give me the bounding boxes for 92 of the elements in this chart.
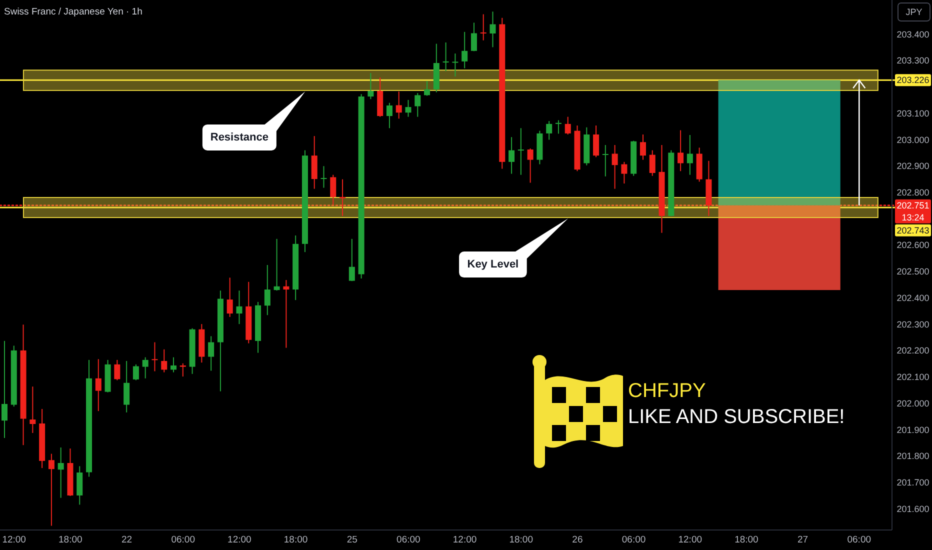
candlestick xyxy=(283,280,290,348)
ref-line-label: 202.743 xyxy=(896,225,930,236)
x-tick-label: 12:00 xyxy=(452,534,477,546)
candlestick xyxy=(396,91,402,120)
candlestick xyxy=(226,277,233,318)
x-tick-label: 12:00 xyxy=(228,534,252,546)
candlestick xyxy=(546,120,552,140)
candlestick xyxy=(414,92,421,118)
candlestick xyxy=(30,386,36,434)
candlestick xyxy=(58,446,64,498)
y-tick-label: 203.000 xyxy=(896,134,930,145)
candlestick xyxy=(320,166,327,188)
candlestick xyxy=(170,356,177,373)
x-tick-label: 06:00 xyxy=(171,534,195,546)
ref-line-label: 202.751 xyxy=(896,200,930,210)
y-tick-label: 202.400 xyxy=(896,292,930,303)
candlestick xyxy=(424,80,430,96)
candlestick xyxy=(686,134,693,176)
candlestick xyxy=(452,53,458,77)
candlestick xyxy=(142,356,148,379)
x-tick-label: 06:00 xyxy=(847,534,872,546)
candlestick xyxy=(612,144,618,190)
x-tick-label: 27 xyxy=(798,534,808,546)
candlestick xyxy=(442,42,449,72)
candlestick xyxy=(593,125,600,158)
candlestick xyxy=(470,22,477,52)
candlestick xyxy=(264,264,270,316)
y-tick-label: 202.100 xyxy=(896,372,930,382)
candlestick xyxy=(678,130,684,172)
y-tick-label: 201.700 xyxy=(896,478,930,488)
candlestick xyxy=(490,11,496,48)
candlestick xyxy=(405,99,412,118)
candlestick xyxy=(161,348,168,373)
candlestick xyxy=(132,364,139,381)
candlestick xyxy=(152,342,158,372)
x-tick-label: 12:00 xyxy=(2,534,26,546)
ref-line-label: 203.226 xyxy=(896,75,930,86)
candlestick xyxy=(311,136,318,190)
candlestick xyxy=(124,360,130,413)
candlestick xyxy=(95,358,102,412)
y-tick-label: 201.800 xyxy=(896,451,930,462)
x-tick-label: 06:00 xyxy=(396,534,420,546)
y-axis-title: JPY xyxy=(906,7,922,17)
x-tick-label: 25 xyxy=(346,534,358,546)
text: 13:24 xyxy=(902,212,924,222)
candlestick xyxy=(649,150,656,176)
annotation: CHFJPY xyxy=(628,380,706,402)
x-tick-label: 18:00 xyxy=(284,534,308,546)
candlestick xyxy=(76,466,83,506)
x-tick-label: 12:00 xyxy=(678,534,702,546)
candlestick xyxy=(48,453,54,526)
y-tick-label: 202.800 xyxy=(896,187,930,198)
text: Swiss Franc / Japanese Yen · 1h xyxy=(4,6,142,18)
y-tick-label: 203.100 xyxy=(896,108,930,118)
candlestick xyxy=(368,72,374,100)
annotation: Key Level xyxy=(467,258,519,271)
candlestick xyxy=(386,102,392,129)
x-tick-label: 22 xyxy=(121,534,132,546)
x-tick-label: 06:00 xyxy=(622,534,646,546)
y-tick-label: 203.300 xyxy=(896,56,930,66)
candlestick xyxy=(527,148,534,184)
candlestick xyxy=(602,144,608,177)
candlestick xyxy=(208,336,214,372)
candlestick xyxy=(621,161,628,184)
y-tick-label: 203.400 xyxy=(896,29,930,40)
candlestick xyxy=(555,120,562,134)
x-tick-label: 18:00 xyxy=(509,534,534,546)
candlestick xyxy=(348,238,355,282)
candlestick xyxy=(236,290,242,325)
y-tick-label: 202.000 xyxy=(896,398,930,408)
x-tick-label: 18:00 xyxy=(734,534,758,546)
candlestick xyxy=(564,116,571,135)
y-tick-label: 202.900 xyxy=(896,161,930,172)
y-tick-label: 202.600 xyxy=(896,240,930,250)
x-tick-label: 18:00 xyxy=(58,534,82,546)
candlestick xyxy=(518,128,524,176)
candlestick xyxy=(462,31,468,69)
candlestick xyxy=(508,136,515,174)
candlestick xyxy=(2,340,8,438)
candlestick xyxy=(274,238,280,292)
candlestick xyxy=(480,14,486,41)
annotation: LIKE AND SUBSCRIBE! xyxy=(628,406,845,428)
y-tick-label: 202.200 xyxy=(896,346,930,356)
y-tick-label: 201.600 xyxy=(896,504,930,514)
candlestick xyxy=(114,359,120,381)
y-tick-label: 202.300 xyxy=(896,319,930,330)
candlestick xyxy=(640,134,646,160)
x-tick-label: 26 xyxy=(572,534,583,546)
y-tick-label: 201.900 xyxy=(896,424,930,435)
candlestick xyxy=(180,362,186,378)
annotation: Resistance xyxy=(210,131,268,144)
y-tick-label: 202.500 xyxy=(896,266,930,277)
